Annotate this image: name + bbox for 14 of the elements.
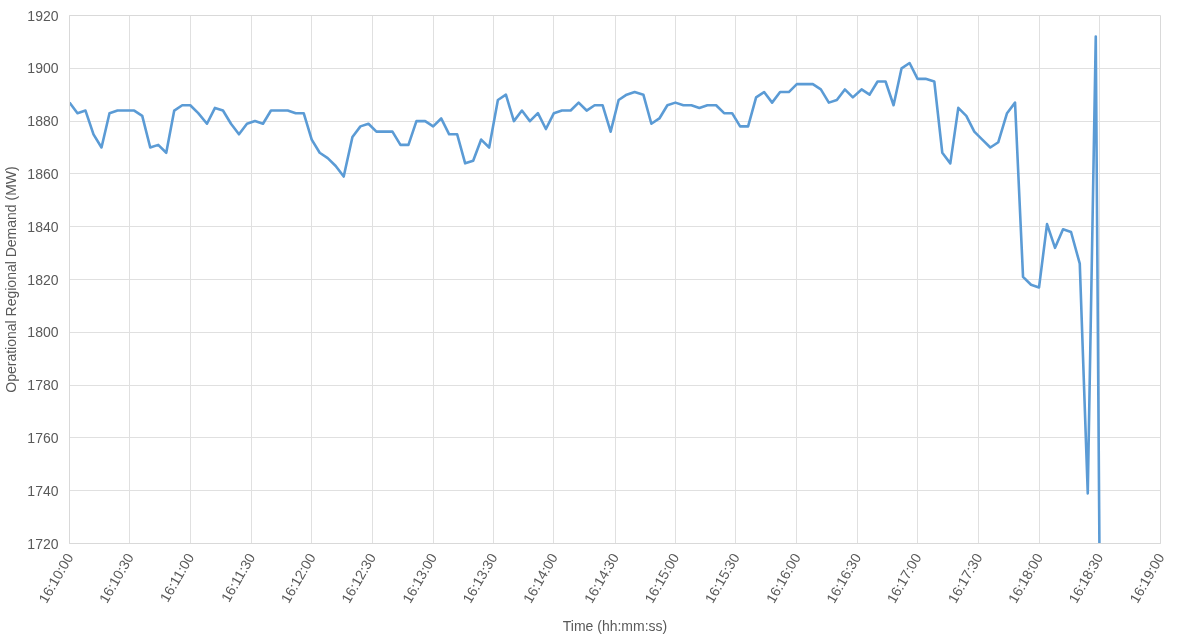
y-tick-label: 1920 <box>27 7 59 24</box>
x-axis-title: Time (hh:mm:ss) <box>562 617 668 634</box>
y-tick-label: 1840 <box>27 218 59 235</box>
y-tick-label: 1760 <box>27 429 59 446</box>
y-tick-label: 1860 <box>27 165 59 182</box>
y-tick-label: 1780 <box>27 377 59 394</box>
y-tick-label: 1880 <box>27 113 59 130</box>
y-tick-label: 1900 <box>27 60 59 77</box>
line-series <box>69 35 1101 544</box>
y-tick-label: 1720 <box>27 535 59 552</box>
y-tick-label: 1820 <box>27 271 59 288</box>
y-tick-label: 1740 <box>27 482 59 499</box>
y-tick-label: 1800 <box>27 324 59 341</box>
y-axis-title: Operational Regional Demand (MW) <box>3 166 20 393</box>
